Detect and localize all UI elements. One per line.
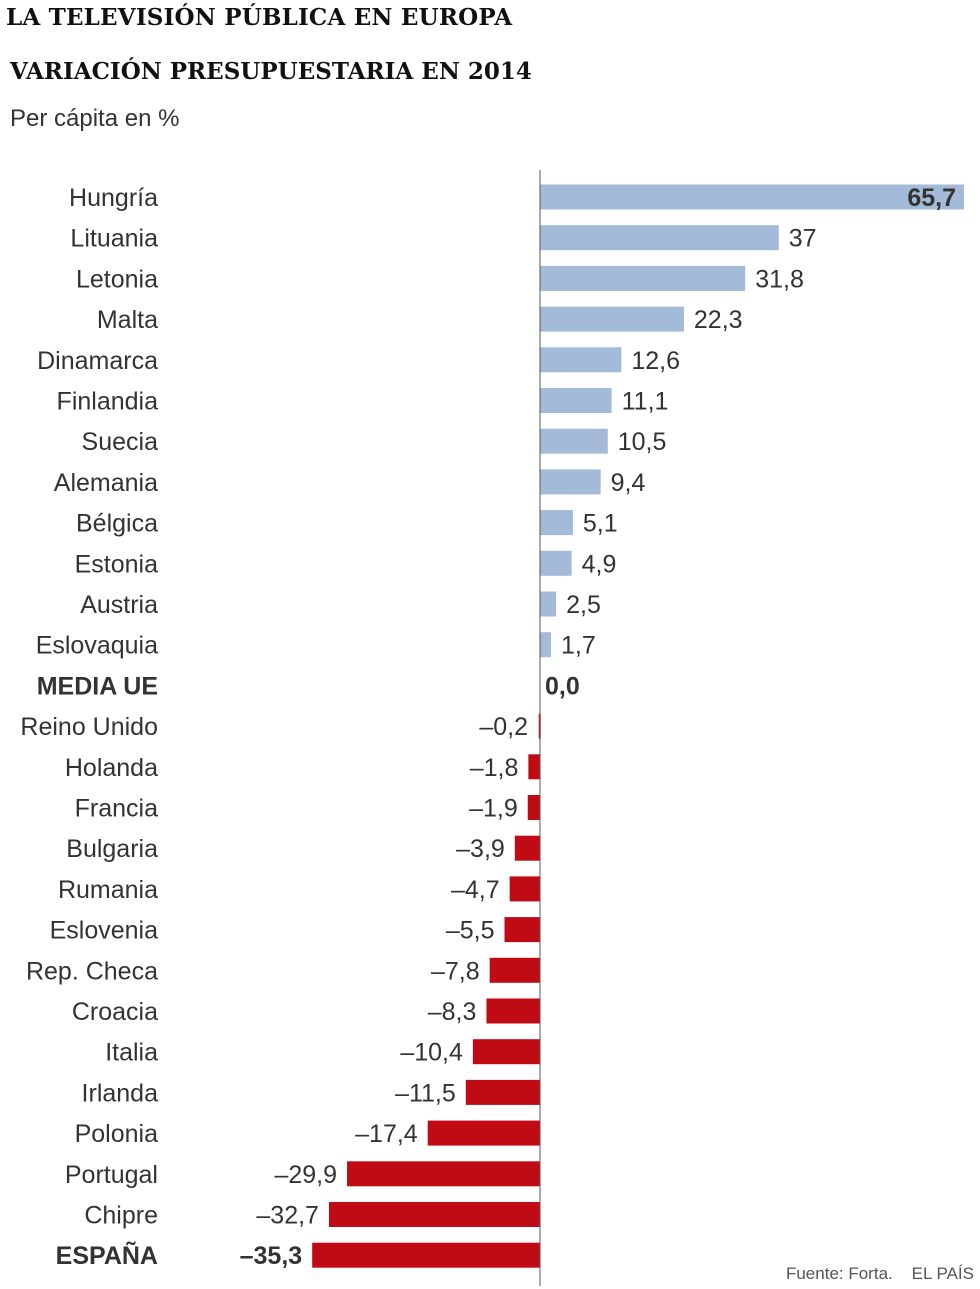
category-label-alemania: Alemania [54,469,158,497]
category-label-malta: Malta [97,306,158,334]
category-label-polonia: Polonia [75,1120,158,1148]
category-label-eslovenia: Eslovenia [50,917,158,945]
value-label-finlandia: 11,1 [622,388,669,416]
category-label-hungria: Hungría [69,184,158,212]
value-label-eslovaquia: 1,7 [561,632,596,660]
value-label-media-ue: 0,0 [545,672,580,700]
value-label-estonia: 4,9 [582,550,617,578]
value-label-polonia: –17,4 [355,1120,418,1148]
bar-belgica [540,510,573,536]
bar-finlandia [540,388,612,413]
bar-italia [472,1039,540,1065]
category-label-letonia: Letonia [76,265,158,293]
value-label-belgica: 5,1 [583,510,618,538]
category-label-italia: Italia [105,1039,158,1067]
category-label-suecia: Suecia [82,428,159,456]
bar-dinamarca [540,347,622,373]
value-label-alemania: 9,4 [611,469,646,497]
bar-irlanda [465,1079,540,1105]
category-label-estonia: Estonia [75,550,158,578]
source-credit: Fuente: Forta. EL PAÍS [785,1264,974,1283]
bar-chipre [328,1202,540,1227]
value-label-chipre: –32,7 [256,1202,319,1230]
category-label-finlandia: Finlandia [57,388,159,416]
category-label-austria: Austria [80,591,158,619]
category-label-holanda: Holanda [65,754,158,782]
chart-subtitle: VARIACIÓN PRESUPUESTARIA EN 2014 [10,58,532,85]
category-label-lituania: Lituania [70,225,158,253]
category-label-croacia: Croacia [72,998,158,1026]
bar-portugal [347,1161,540,1187]
value-label-eslovenia: –5,5 [446,917,495,945]
value-label-rumania: –4,7 [451,876,500,904]
bar-rep-checa [489,957,540,983]
bar-polonia [427,1120,540,1146]
category-label-bulgaria: Bulgaria [66,835,158,863]
category-label-media-ue: MEDIA UE [37,672,158,700]
category-label-rep-checa: Rep. Checa [26,957,158,985]
value-label-italia: –10,4 [400,1039,463,1067]
category-label-chipre: Chipre [84,1202,158,1230]
value-label-dinamarca: 12,6 [631,347,680,375]
value-label-francia: –1,9 [469,795,518,823]
category-label-reino-unido: Reino Unido [20,713,158,741]
bar-chart: Hungría 65,7 Lituania 37 Letonia 31,8 Malta 22,… [20,170,964,1286]
unit-label: Per cápita en % [10,105,180,132]
value-label-croacia: –8,3 [428,998,477,1026]
bar-suecia [540,428,608,454]
value-label-rep-checa: –7,8 [431,957,480,985]
bar-rumania [509,876,540,902]
value-label-austria: 2,5 [566,591,601,619]
category-label-portugal: Portugal [65,1161,158,1189]
bar-eslovenia [504,917,540,943]
value-label-espana: –35,3 [240,1242,303,1270]
bar-lituania [540,225,779,251]
bar-espana [312,1242,540,1268]
category-label-belgica: Bélgica [76,510,158,538]
bar-francia [527,795,540,820]
bar-holanda [528,754,540,780]
bar-bulgaria [514,835,540,861]
bar-estonia [540,550,572,576]
bar-croacia [486,998,540,1024]
value-label-letonia: 31,8 [755,265,804,293]
category-label-irlanda: Irlanda [82,1079,159,1107]
bar-letonia [540,265,746,291]
value-label-reino-unido: –0,2 [479,713,528,741]
bar-malta [540,306,684,332]
category-label-eslovaquia: Eslovaquia [36,632,158,660]
value-label-portugal: –29,9 [274,1161,337,1189]
value-label-malta: 22,3 [694,306,743,334]
value-label-lituania: 37 [789,225,817,253]
bar-alemania [540,469,601,495]
value-label-bulgaria: –3,9 [456,835,505,863]
value-label-irlanda: –11,5 [395,1079,456,1107]
category-label-espana: ESPAÑA [56,1240,158,1270]
bar-hungria [540,184,964,210]
value-label-suecia: 10,5 [618,428,667,456]
category-label-dinamarca: Dinamarca [37,347,158,375]
bar-austria [540,591,557,617]
value-label-hungria: 65,7 [907,184,956,212]
value-label-holanda: –1,8 [470,754,519,782]
chart-title: LA TELEVISIÓN PÚBLICA EN EUROPA [6,4,513,31]
category-label-rumania: Rumania [58,876,158,904]
bar-eslovaquia [540,632,551,658]
category-label-francia: Francia [75,795,158,823]
